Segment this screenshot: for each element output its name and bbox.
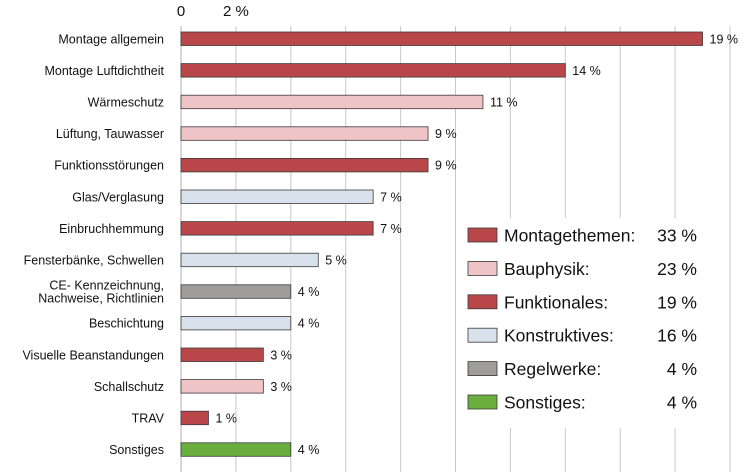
legend-background: [458, 218, 720, 428]
legend-label: Funktionales:: [504, 292, 608, 312]
legend-value: 16 %: [657, 326, 697, 346]
legend-swatch: [467, 227, 498, 243]
x-tick-label-1: 2 %: [223, 3, 249, 20]
legend-value: 4 %: [667, 393, 697, 413]
value-label: 3 %: [270, 348, 292, 362]
value-label: 14 %: [572, 64, 601, 78]
legend-value: 23 %: [657, 259, 697, 279]
category-label: CE- Kennzeichnung, Nachweise, Richtlinien: [38, 279, 164, 306]
legend-value: 4 %: [667, 359, 697, 379]
bar: [180, 94, 484, 110]
bar: [180, 347, 264, 362]
value-label: 4 %: [298, 317, 320, 331]
category-label: Beschichtung: [89, 317, 164, 331]
legend-value: 33 %: [657, 226, 697, 246]
value-label: 11 %: [490, 95, 518, 109]
bar: [180, 221, 374, 236]
category-label: Sonstiges: [109, 443, 164, 457]
category-label: Glas/Verglasung: [72, 190, 164, 204]
value-label: 7 %: [380, 222, 402, 236]
category-label: Wärmeschutz: [88, 95, 164, 109]
x-tick-label-0: 0: [177, 3, 185, 20]
bar: [180, 379, 264, 394]
legend-label: Regelwerke:: [504, 359, 601, 379]
bar: [180, 189, 374, 204]
bar: [180, 126, 429, 141]
bar: [180, 410, 209, 426]
value-label: 1 %: [215, 411, 237, 425]
category-label: Fensterbänke, Schwellen: [24, 253, 164, 267]
bar: [180, 442, 292, 457]
category-label: Lüftung, Tauwasser: [56, 127, 164, 141]
legend-swatch: [467, 327, 498, 343]
value-label: 19 %: [710, 32, 739, 46]
bars: Montage allgemein 19 % Montage Luftdichthe…: [22, 31, 739, 457]
bar: [180, 315, 292, 331]
value-label: 4 %: [298, 443, 320, 457]
bar: [180, 63, 566, 78]
category-label: TRAV: [132, 411, 165, 425]
legend-swatch: [467, 361, 498, 377]
category-label: Montage Luftdichtheit: [44, 64, 164, 78]
value-label: 9 %: [435, 127, 457, 141]
legend-label: Bauphysik:: [504, 259, 590, 279]
legend-value: 19 %: [657, 292, 697, 312]
bar: [180, 157, 429, 173]
bar: [180, 252, 319, 268]
legend-label: Sonstiges:: [504, 393, 586, 413]
legend-swatch: [467, 394, 498, 410]
value-label: 3 %: [270, 380, 292, 394]
category-label: Schallschutz: [94, 380, 164, 394]
legend-swatch: [467, 294, 498, 310]
legend-swatch: [467, 260, 498, 276]
category-label: Einbruchhemmung: [59, 222, 164, 236]
bar: [180, 284, 292, 299]
legend-label: Montagethemen:: [504, 226, 635, 246]
value-label: 7 %: [380, 190, 402, 204]
category-label: Visuelle Beanstandungen: [22, 348, 164, 362]
value-label: 9 %: [435, 159, 457, 173]
value-label: 4 %: [298, 285, 320, 299]
value-label: 5 %: [325, 253, 347, 267]
bar: [180, 31, 703, 46]
category-label: Funktionsstörungen: [54, 159, 164, 173]
legend: Montagethemen: 33 % Bauphysik: 23 % Funktion…: [458, 218, 720, 428]
legend-label: Konstruktives:: [504, 326, 614, 346]
category-label: Montage allgemein: [58, 32, 164, 46]
